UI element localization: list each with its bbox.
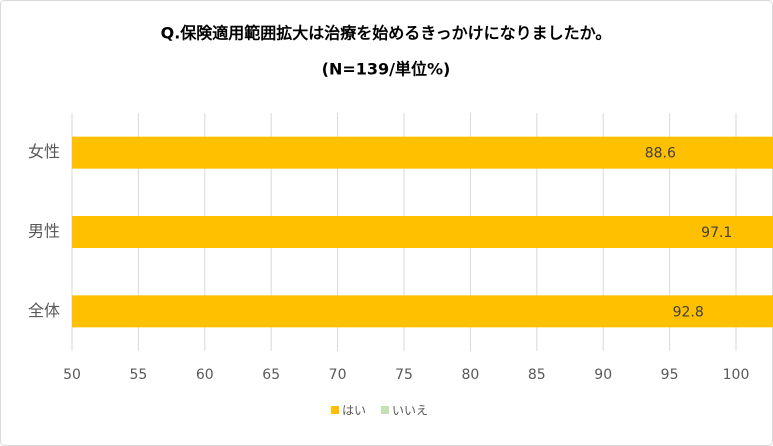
x-tick-label: 100	[723, 367, 750, 383]
x-tick-label: 50	[63, 367, 81, 383]
y-tick-label: 全体	[28, 301, 60, 320]
x-tick-label: 95	[661, 367, 679, 383]
data-label: 97.1	[701, 225, 732, 241]
y-tick-label: 男性	[28, 222, 60, 241]
y-tick-label: 女性	[28, 142, 60, 161]
bar-segment	[72, 136, 773, 169]
legend-label: いいえ	[392, 404, 428, 418]
data-label: 92.8	[673, 304, 704, 320]
chart-subtitle: (N=139/単位%)	[322, 60, 451, 79]
x-tick-label: 55	[129, 367, 147, 383]
legend-swatch	[381, 406, 390, 414]
x-tick-label: 70	[329, 367, 347, 383]
x-tick-label: 60	[196, 367, 214, 383]
x-tick-label: 80	[461, 367, 479, 383]
bar-segment	[72, 295, 773, 328]
x-tick-label: 90	[594, 367, 612, 383]
x-tick-label: 85	[528, 367, 546, 383]
legend-label: はい	[342, 404, 366, 418]
x-tick-label: 65	[262, 367, 280, 383]
data-label: 88.6	[645, 146, 676, 162]
x-tick-label: 75	[395, 367, 413, 383]
chart-title: Q.保険適用範囲拡大は治療を始めるきっかけになりましたか。	[161, 24, 612, 43]
bar-segment	[72, 216, 773, 248]
legend-swatch	[331, 406, 339, 414]
